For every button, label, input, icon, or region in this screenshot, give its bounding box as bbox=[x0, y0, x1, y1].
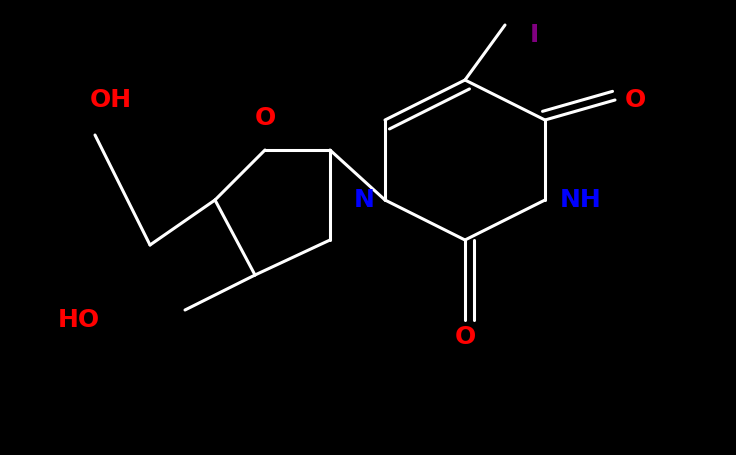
Text: OH: OH bbox=[90, 88, 132, 112]
Text: N: N bbox=[354, 188, 375, 212]
Text: O: O bbox=[625, 88, 646, 112]
Text: NH: NH bbox=[560, 188, 602, 212]
Text: O: O bbox=[454, 325, 475, 349]
Text: O: O bbox=[255, 106, 275, 130]
Text: HO: HO bbox=[58, 308, 100, 332]
Text: I: I bbox=[530, 23, 539, 47]
